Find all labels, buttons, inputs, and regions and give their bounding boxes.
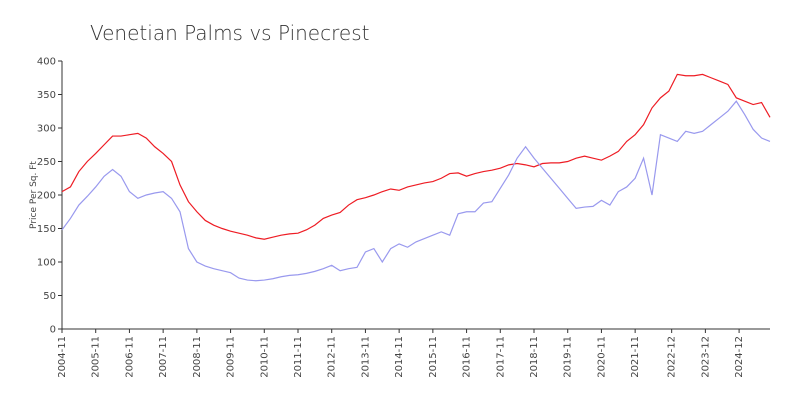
x-tick-label: 2021-11 — [630, 336, 641, 378]
x-tick-label: 2022-12 — [667, 336, 678, 378]
series-line — [61, 73, 771, 240]
x-tick-label: 2013-11 — [360, 336, 371, 378]
x-tick-label: 2016-11 — [462, 336, 473, 378]
y-tick-label: 150 — [37, 224, 56, 235]
y-tick-label: 200 — [37, 191, 56, 202]
y-tick-label: 50 — [43, 291, 56, 302]
y-tick-label: 400 — [37, 57, 56, 68]
x-tick-label: 2015-11 — [428, 336, 439, 378]
x-tick-label: 2024-12 — [734, 336, 745, 378]
x-tick-label: 2004-11 — [57, 336, 68, 378]
chart-title: Venetian Palms vs Pinecrest — [90, 21, 369, 45]
y-tick-label: 350 — [37, 90, 56, 101]
x-tick-label: 2010-11 — [259, 336, 270, 378]
y-tick-label: 300 — [37, 124, 56, 135]
x-tick-label: 2020-11 — [596, 336, 607, 378]
y-axis-label: Price Per Sq. Ft — [29, 161, 39, 229]
x-tick-label: 2023-12 — [700, 336, 711, 378]
x-tick-label: 2018-11 — [529, 336, 540, 378]
x-tick-label: 2012-11 — [327, 336, 338, 378]
x-tick-label: 2008-11 — [192, 336, 203, 378]
x-tick-label: 2017-11 — [495, 336, 506, 378]
y-tick-label: 100 — [37, 258, 56, 269]
x-tick-label: 2019-11 — [563, 336, 574, 378]
x-tick-label: 2005-11 — [91, 336, 102, 378]
x-tick-label: 2006-11 — [124, 336, 135, 378]
x-tick-label: 2011-11 — [293, 336, 304, 378]
x-tick-label: 2014-11 — [394, 336, 405, 378]
x-tick-label: 2009-11 — [226, 336, 237, 378]
series-line — [61, 100, 771, 282]
x-tick-label: 2007-11 — [158, 336, 169, 378]
y-tick-label: 0 — [50, 325, 56, 336]
y-tick-label: 250 — [37, 157, 56, 168]
